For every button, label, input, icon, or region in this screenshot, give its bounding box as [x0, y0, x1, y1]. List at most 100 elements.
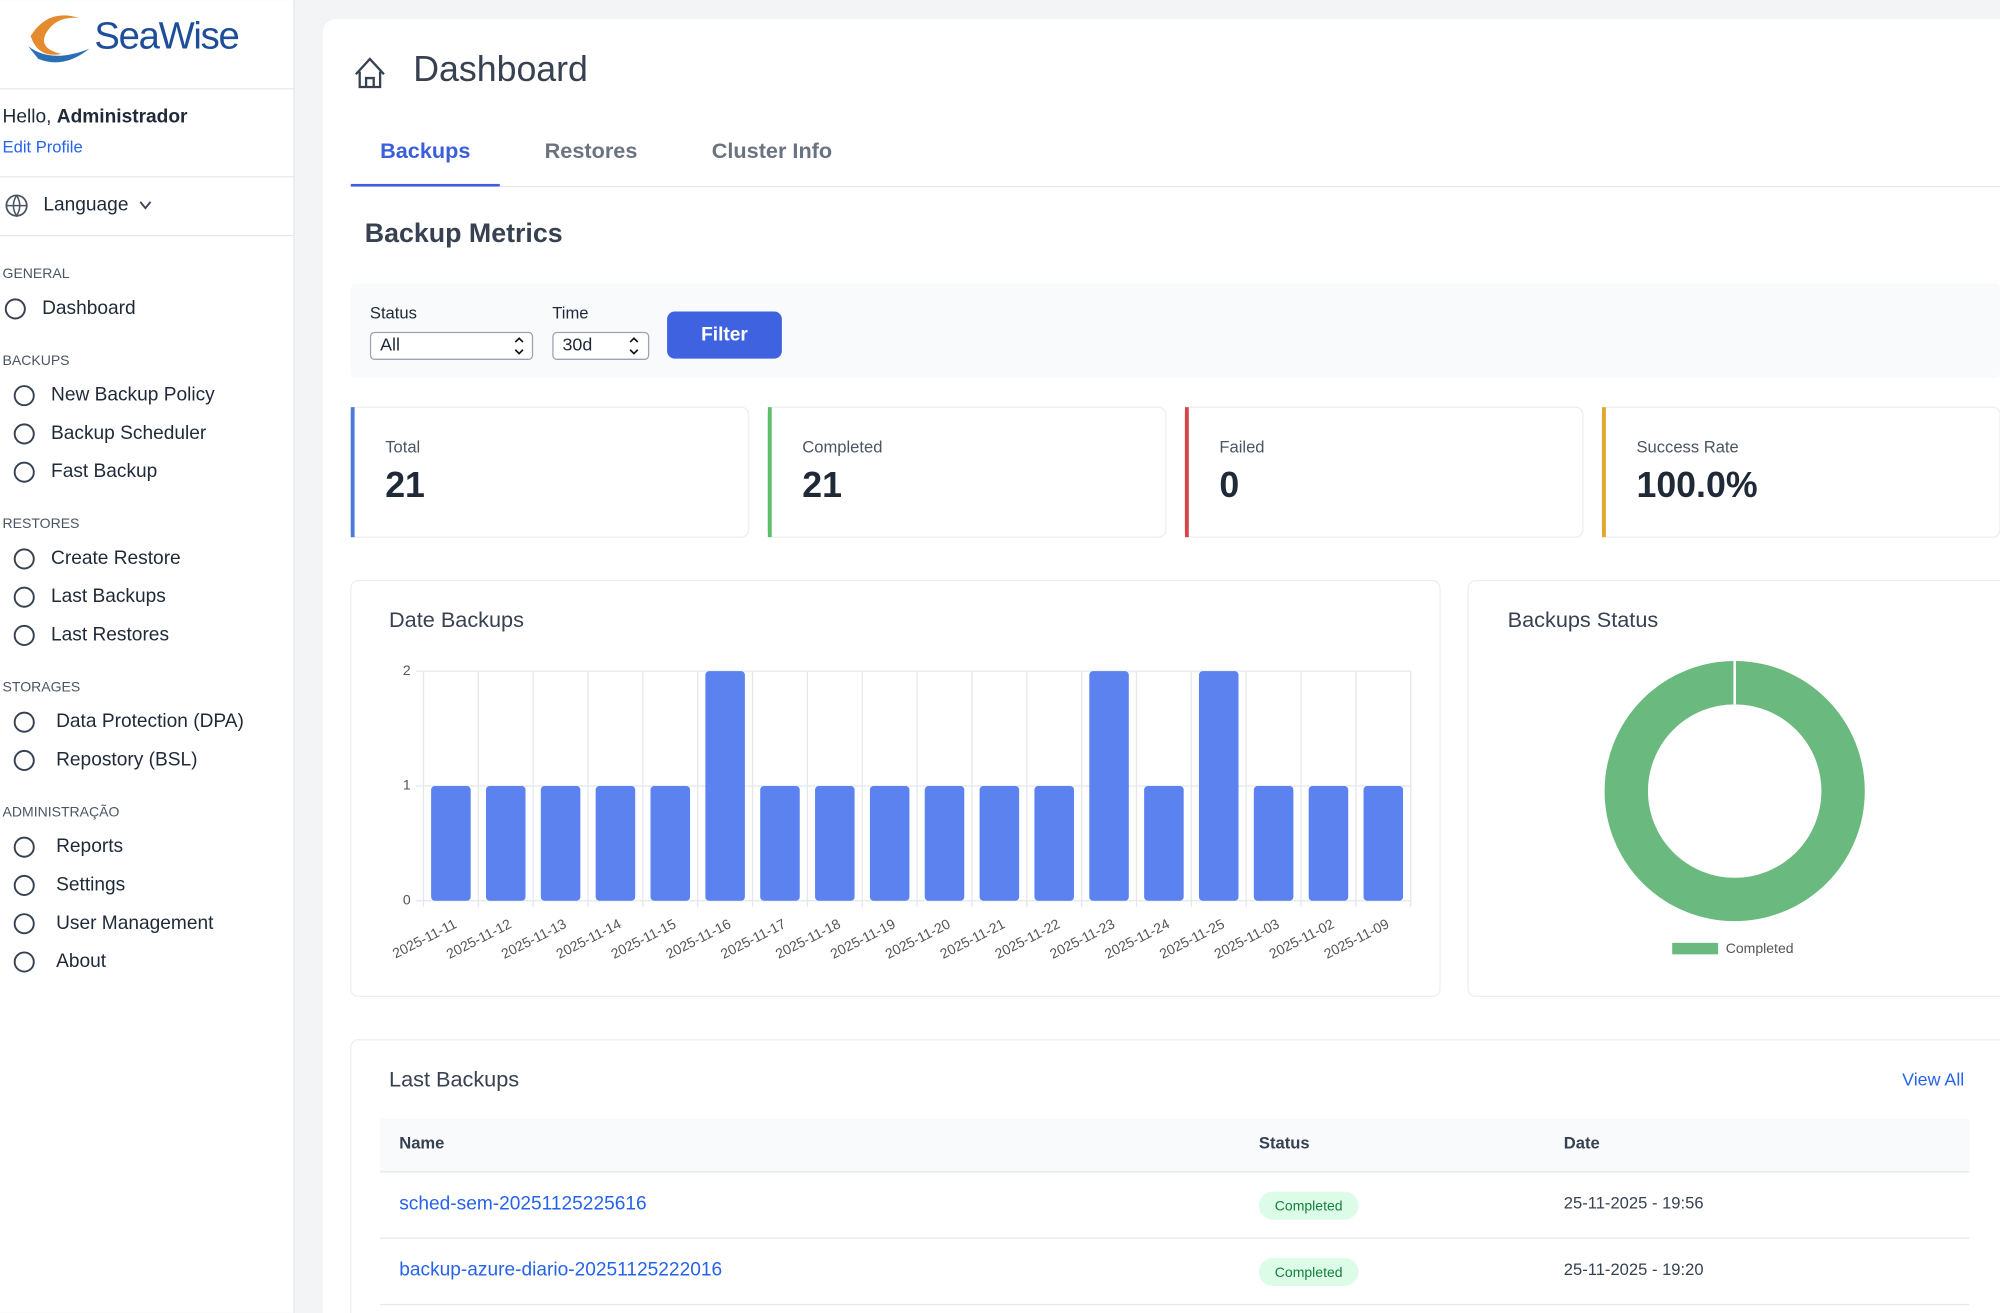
nav-item[interactable]: About	[56, 951, 107, 972]
bar	[869, 785, 910, 901]
nav-icon	[13, 385, 35, 407]
metric-value: 100.0%	[1636, 465, 1757, 505]
greeting-text: Hello,	[3, 107, 52, 128]
filter-button[interactable]	[667, 311, 782, 359]
column-header: Date	[1564, 1134, 1600, 1153]
nav-section-title: BACKUPS	[3, 352, 70, 368]
metric-label: Completed	[802, 437, 882, 456]
bar	[485, 785, 526, 901]
nav-item[interactable]: Last Restores	[51, 625, 169, 646]
nav-item[interactable]: Settings	[56, 875, 125, 896]
nav-icon	[13, 749, 35, 771]
bar	[1034, 785, 1074, 901]
bar	[924, 785, 965, 901]
bar	[540, 785, 581, 901]
tab[interactable]: Backups	[380, 138, 470, 163]
metric-value: 21	[802, 465, 842, 505]
tab[interactable]: Restores	[545, 138, 638, 163]
bar	[815, 785, 855, 901]
bar	[650, 785, 691, 901]
doughnut-chart: Completed	[1604, 660, 1865, 956]
nav-icon	[13, 711, 35, 733]
filter-label: Status	[370, 303, 417, 322]
logo	[28, 15, 90, 63]
select-arrows	[514, 337, 524, 355]
nav-icon	[13, 624, 35, 646]
nav-section-title: RESTORES	[3, 515, 80, 531]
nav-item[interactable]: Create Restore	[51, 548, 181, 569]
backup-date: 25-11-2025 - 19:56	[1564, 1194, 1704, 1213]
bar	[595, 785, 636, 901]
nav-item[interactable]: Dashboard	[42, 298, 136, 319]
nav-section-title: STORAGES	[3, 678, 81, 694]
tab[interactable]: Cluster Info	[712, 138, 832, 163]
brand: SeaWise	[94, 15, 238, 58]
legend-swatch	[1672, 942, 1719, 955]
y-tick-label: 0	[403, 891, 411, 907]
section-title: Backup Metrics	[365, 218, 563, 248]
home-icon	[355, 57, 385, 89]
table-header	[380, 1118, 1970, 1172]
metric-accent	[1602, 407, 1606, 538]
backups-table: Name Status Date sched-sem-20251125225616 Co…	[380, 1134, 1970, 1306]
nav-item[interactable]: Backup Scheduler	[51, 423, 207, 444]
filter-bar	[350, 283, 2000, 378]
bar	[431, 785, 471, 901]
nav-item[interactable]: Data Protection (DPA)	[56, 711, 244, 732]
nav-section-title: ADMINISTRAÇÃO	[3, 803, 120, 819]
chart-title: Date Backups	[389, 607, 524, 632]
nav-icon	[13, 836, 35, 858]
bar	[1089, 671, 1129, 901]
nav-icon	[4, 298, 26, 320]
bar	[760, 785, 800, 901]
nav-section-title: GENERAL	[3, 265, 70, 281]
nav-item[interactable]: Fast Backup	[51, 461, 157, 482]
view-all-link[interactable]: View All	[1902, 1069, 1964, 1089]
nav-item[interactable]: New Backup Policy	[51, 385, 215, 406]
legend-label: Completed	[1726, 940, 1794, 956]
backup-name-link[interactable]: backup-azure-diario-20251125222016	[399, 1260, 722, 1281]
nav-icon	[13, 913, 35, 935]
select-value: All	[380, 335, 400, 355]
nav-icon	[13, 548, 35, 570]
nav-item[interactable]: Repostory (BSL)	[56, 750, 197, 771]
status-badge	[1258, 1257, 1359, 1286]
bar	[1253, 785, 1294, 901]
bar	[705, 671, 745, 901]
backup-name-link[interactable]: sched-sem-20251125225616	[399, 1193, 646, 1214]
page-title: Dashboard	[413, 49, 588, 89]
metric-card	[1184, 406, 1584, 538]
status-select[interactable]	[369, 331, 534, 360]
status-badge	[1258, 1191, 1359, 1220]
status-badge-label: Completed	[1275, 1198, 1343, 1214]
nav-icon	[13, 874, 35, 896]
chart-title: Backups Status	[1508, 607, 1659, 632]
metric-value: 0	[1219, 465, 1239, 505]
globe-icon-lines	[6, 194, 27, 218]
tabs: Backups Restores Cluster Info	[350, 138, 832, 187]
y-tick-label: 1	[403, 777, 411, 793]
nav-item[interactable]: Last Backups	[51, 586, 166, 607]
bar	[1363, 785, 1404, 901]
filter-label: Time	[552, 303, 588, 322]
greeting: Hello, Administrador	[3, 107, 188, 128]
bar	[979, 785, 1020, 901]
select-arrows	[629, 337, 639, 355]
time-select[interactable]	[552, 331, 650, 360]
language-selector[interactable]: Language	[43, 195, 128, 216]
bar	[1308, 785, 1349, 901]
metric-accent	[767, 407, 772, 538]
column-header: Name	[399, 1134, 444, 1153]
edit-profile-link[interactable]: Edit Profile	[3, 138, 83, 157]
sidebar	[0, 0, 294, 1313]
table-card	[350, 1039, 2000, 1313]
sidebar-nav: GENERAL Dashboard BACKUPS New Backup Policy…	[3, 265, 244, 973]
nav-icon	[13, 423, 35, 445]
nav-item[interactable]: Reports	[56, 836, 123, 857]
nav-icon	[13, 951, 35, 973]
select-value: 30d	[563, 335, 593, 355]
metric-accent	[350, 407, 355, 538]
filter-button-label: Filter	[701, 325, 748, 346]
nav-item[interactable]: User Management	[56, 913, 214, 934]
